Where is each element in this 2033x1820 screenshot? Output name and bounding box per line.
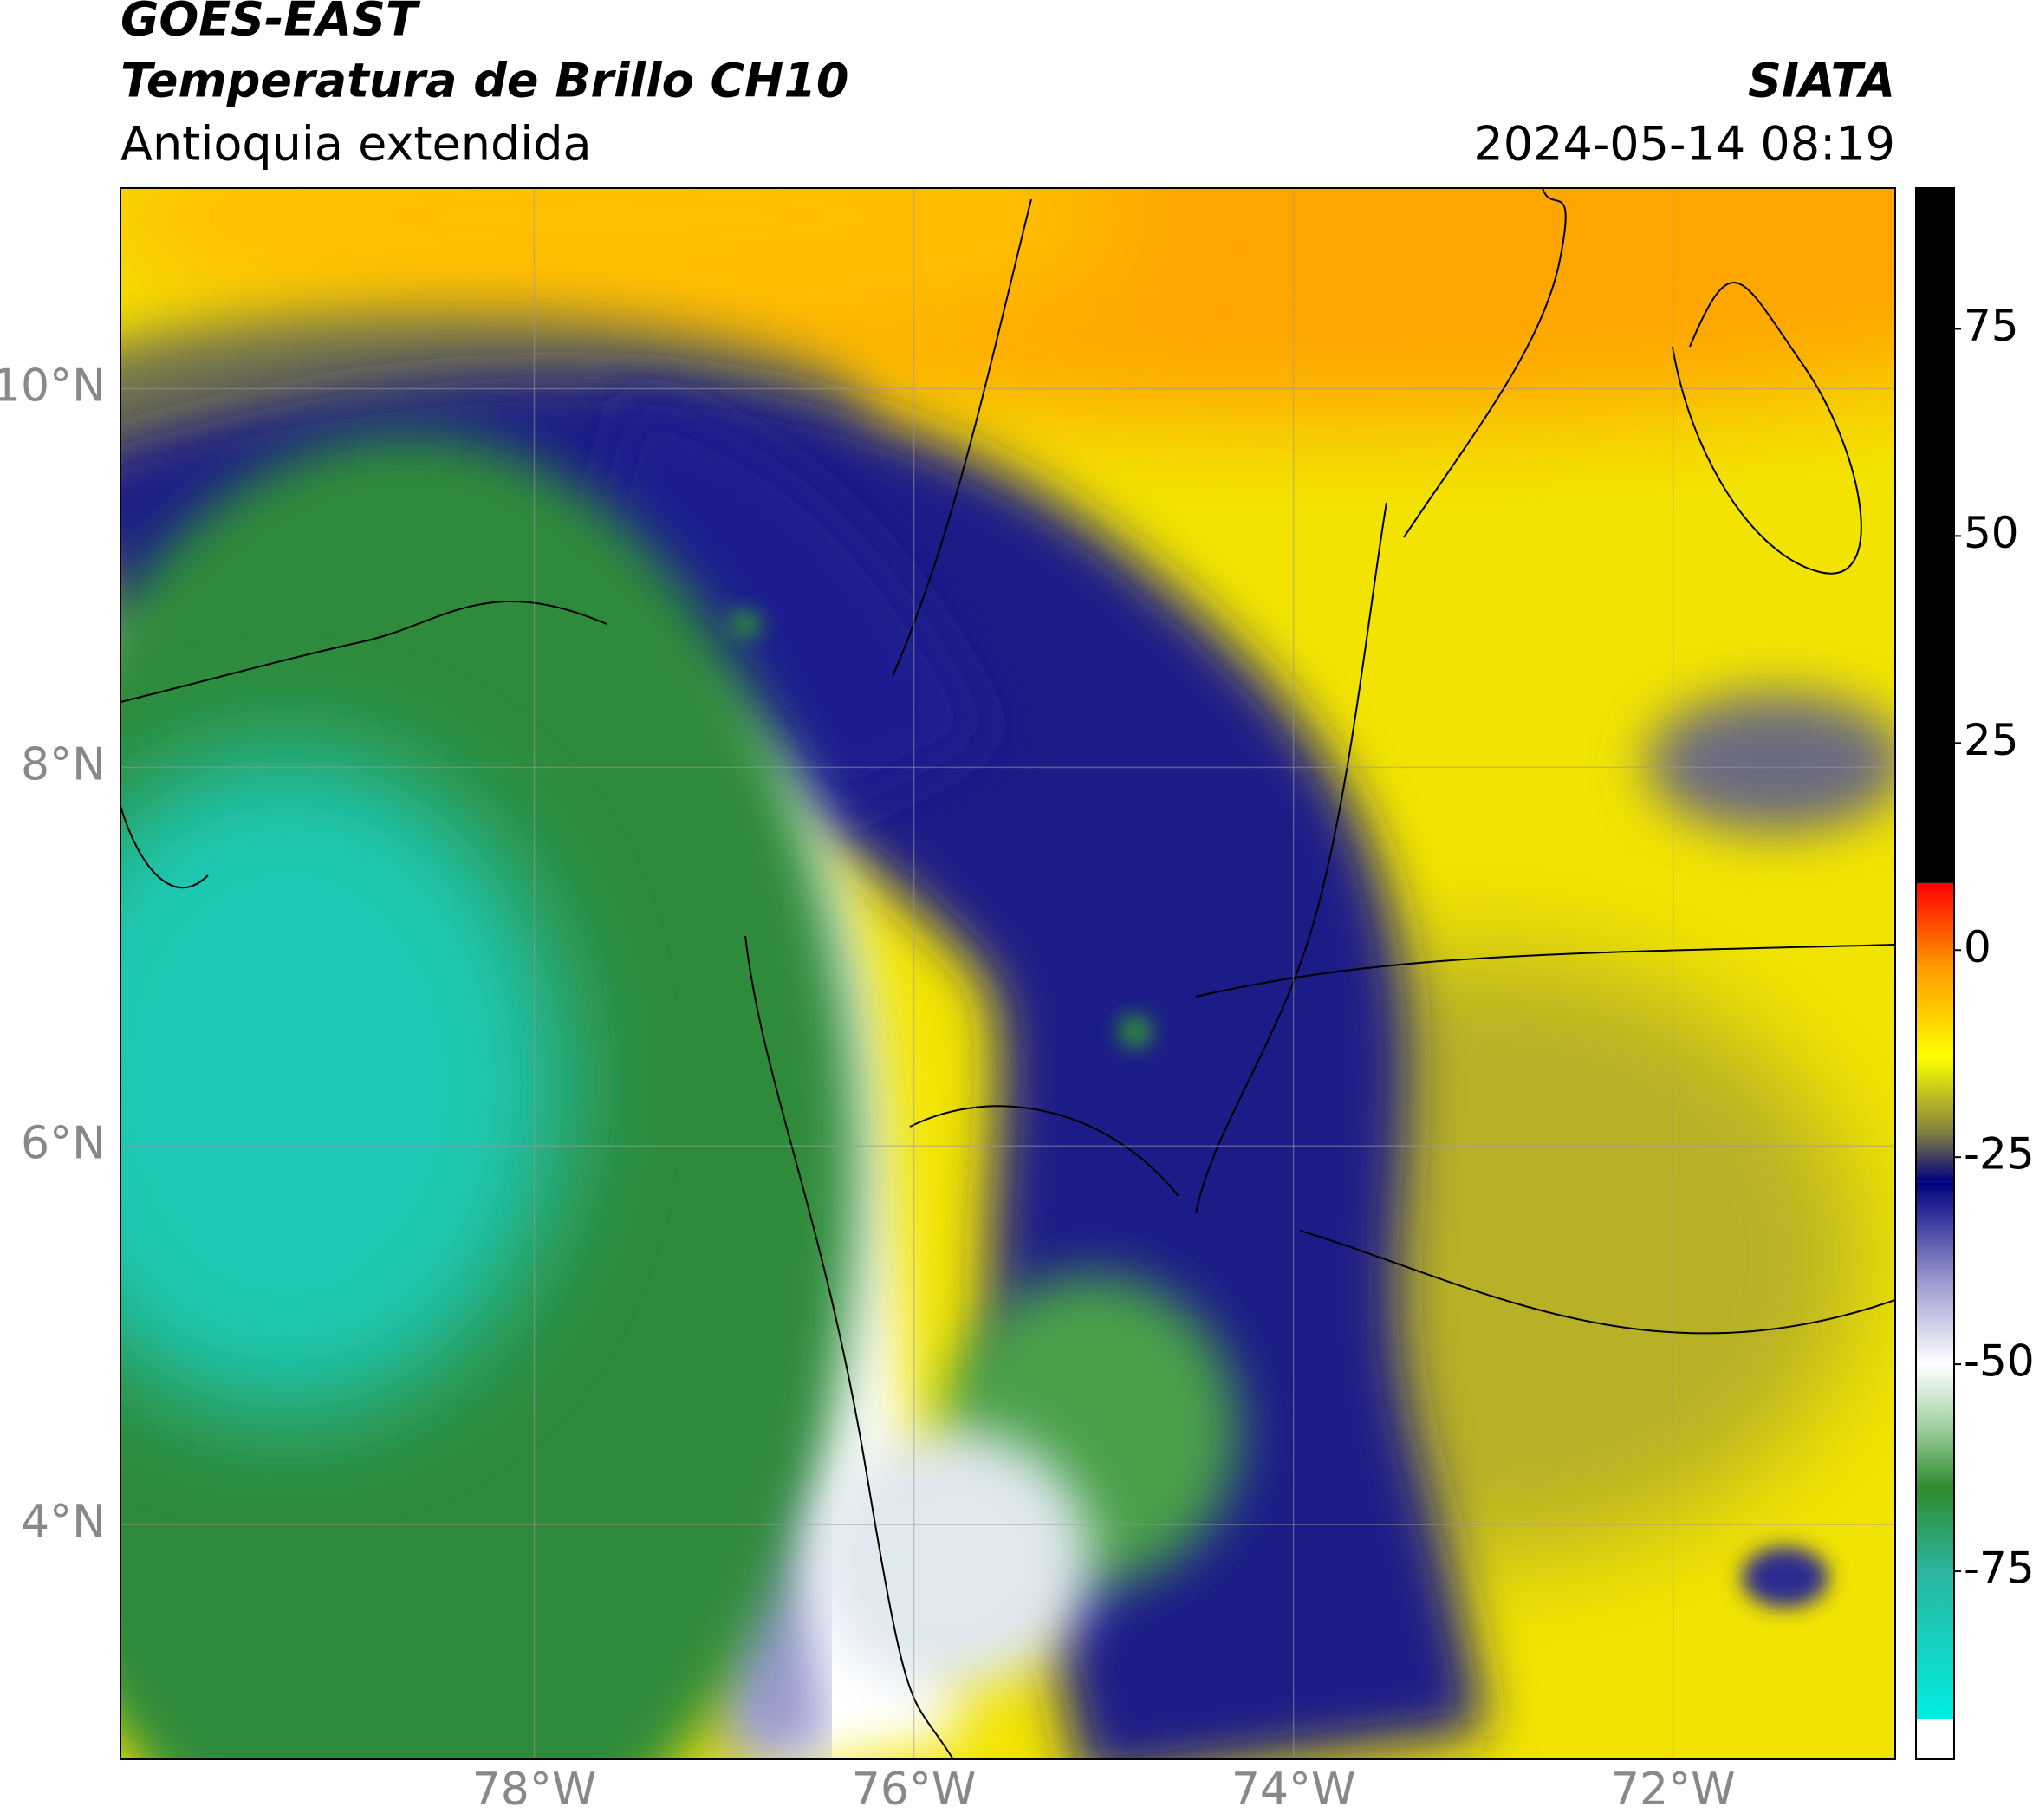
colorbar-tick-label: 25 [1964, 715, 2019, 765]
title-line2: Temperatura de Brillo CH10 [120, 54, 849, 108]
x-tick-label: 74°W [1231, 1764, 1356, 1816]
x-tick-label: 72°W [1611, 1764, 1736, 1816]
subtitle: Antioquia extendida [120, 117, 592, 172]
colorbar-tick-label: 50 [1964, 508, 2019, 558]
colorbar-segment [1916, 1422, 1954, 1489]
source: SIATA [1748, 54, 1895, 108]
y-tick-label: 6°N [21, 1117, 106, 1169]
title-line1: GOES-EAST [120, 0, 421, 47]
y-tick-label: 8°N [21, 738, 106, 790]
colorbar-segment [1916, 882, 1954, 884]
colorbar-segment [1916, 883, 1954, 967]
y-tick-label: 4°N [21, 1496, 106, 1548]
colorbar-segment [1916, 1281, 1954, 1365]
colorbar-segment [1916, 1057, 1954, 1133]
colorbar-segment [1916, 966, 1954, 1058]
colorbar-segment [1916, 1364, 1954, 1423]
colorbar-tick-label: -75 [1964, 1544, 2033, 1594]
colorbar-frame [1915, 187, 1955, 1760]
colorbar-tick-label: -50 [1964, 1336, 2033, 1387]
colorbar-tick-label: 75 [1964, 301, 2019, 351]
colorbar-segment [1916, 1181, 1954, 1282]
x-tick-label: 78°W [472, 1764, 597, 1816]
map-frame [120, 187, 1896, 1760]
colorbar-tick-label: -25 [1964, 1129, 2033, 1180]
colorbar-segment [1916, 1132, 1954, 1182]
colorbar-segment [1916, 1719, 1954, 1759]
colorbar-tick-label: 0 [1964, 922, 1991, 972]
grid [120, 188, 1895, 1759]
timestamp: 2024-05-14 08:19 [1473, 117, 1895, 172]
x-tick-label: 76°W [852, 1764, 977, 1816]
colorbar-segment [1916, 188, 1954, 883]
colorbar-segment [1916, 1488, 1954, 1572]
colorbar-segment [1916, 1571, 1954, 1719]
y-tick-label: 10°N [0, 361, 106, 413]
